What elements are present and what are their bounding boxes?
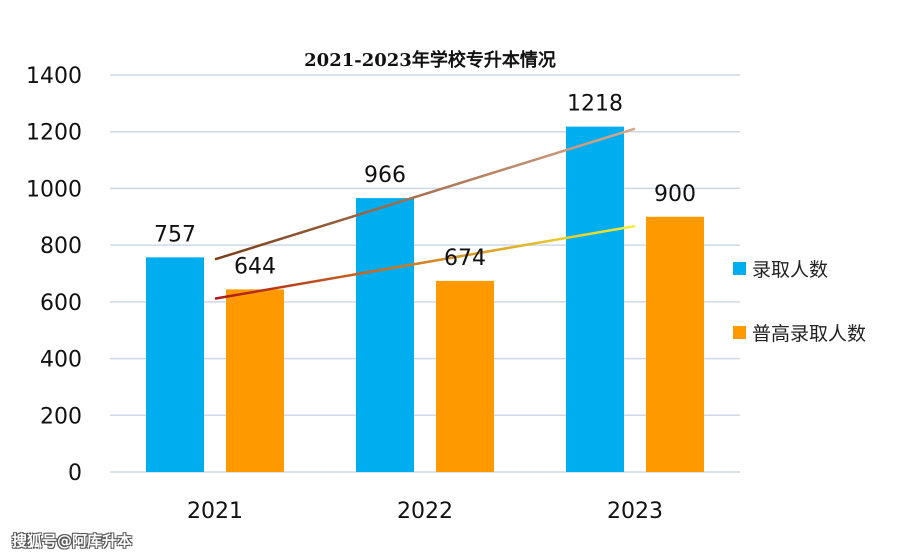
watermark: 搜狐号@阿库升本	[12, 532, 133, 550]
data-label: 966	[364, 163, 406, 188]
trendline	[214, 127, 636, 261]
legend-item-series-1: 普高录取人数	[733, 318, 866, 346]
bar	[146, 257, 204, 472]
chart-title: 2021-2023年学校专升本情况	[304, 50, 556, 71]
data-label: 674	[444, 246, 486, 271]
trendline	[214, 224, 636, 300]
legend-label: 普高录取人数	[752, 322, 867, 345]
data-label: 1218	[567, 92, 623, 117]
bar	[356, 198, 414, 472]
data-label: 900	[654, 182, 696, 207]
y-tick-label: 0	[68, 461, 82, 486]
y-tick-label: 1200	[26, 121, 82, 146]
bar	[646, 216, 704, 472]
bar	[566, 126, 624, 473]
legend: 录取人数 普高录取人数	[733, 254, 866, 382]
y-tick-label: 200	[40, 404, 82, 429]
y-tick-label: 1400	[26, 64, 82, 89]
data-label: 644	[234, 254, 276, 279]
y-tick-label: 600	[40, 291, 82, 316]
data-label: 757	[154, 222, 196, 247]
y-tick-label: 1000	[26, 177, 82, 202]
x-tick-label: 2023	[607, 499, 663, 524]
legend-swatch	[733, 261, 746, 275]
y-tick-label: 400	[40, 348, 82, 373]
legend-item-series-0: 录取人数	[733, 254, 866, 282]
x-tick-label: 2022	[397, 499, 453, 524]
bar	[226, 289, 284, 472]
x-tick-label: 2021	[187, 499, 243, 524]
legend-swatch	[733, 325, 746, 339]
y-tick-label: 800	[40, 234, 82, 259]
bar	[436, 280, 494, 472]
legend-label: 录取人数	[752, 258, 829, 281]
